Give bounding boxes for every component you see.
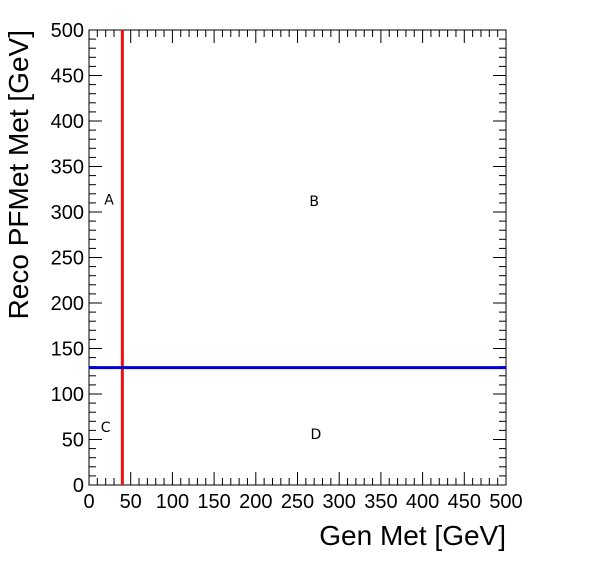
ticks-group [88,29,507,486]
cut-lines-group [89,30,506,485]
y-tick-label: 150 [51,339,84,361]
y-tick-label: 400 [51,111,84,133]
x-tick-label: 200 [239,491,272,513]
region-labels-group: A B C D [101,192,321,443]
x-tick-label: 250 [281,491,314,513]
region-label-d: D [310,427,321,443]
y-tick-label: 500 [51,20,84,42]
x-tick-label: 350 [364,491,397,513]
x-tick-label: 150 [197,491,230,513]
y-tick-label: 450 [51,66,84,88]
plot-frame [88,29,507,486]
y-tick-label: 100 [51,384,84,406]
x-tick-label: 300 [323,491,356,513]
y-tick-label: 350 [51,157,84,179]
region-label-b: B [309,194,319,210]
tick-labels-group: 0 50 100 150 200 250 300 350 400 450 500 0 50 100 150 2… [51,20,523,513]
x-tick-label: 50 [120,491,142,513]
x-tick-label: 450 [448,491,481,513]
y-tick-label: 0 [73,475,84,497]
x-tick-label: 400 [406,491,439,513]
region-label-a: A [104,192,114,208]
y-tick-label: 200 [51,293,84,315]
x-tick-label: 500 [489,491,522,513]
x-tick-label: 100 [156,491,189,513]
y-tick-label: 300 [51,202,84,224]
region-label-c: C [101,420,111,436]
y-axis-title: Reco PFMet Met [GeV] [3,30,34,319]
y-tick-label: 50 [62,430,84,452]
x-axis-title: Gen Met [GeV] [319,520,506,551]
x-tick-label: 0 [83,491,94,513]
y-tick-label: 250 [51,248,84,270]
